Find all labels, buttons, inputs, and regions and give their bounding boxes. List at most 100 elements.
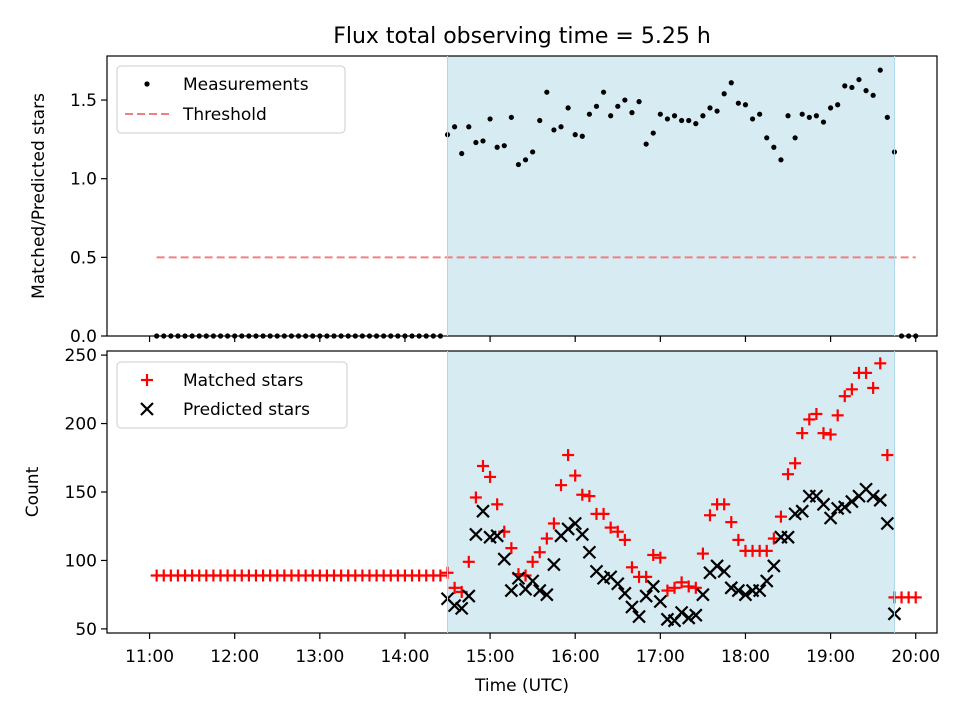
measurement-point (735, 100, 741, 106)
measurement-point (593, 103, 600, 109)
measurement-point (615, 103, 621, 109)
matched-stars-point (796, 427, 809, 440)
predicted-stars-point (511, 571, 526, 586)
x-tick-label: 20:00 (891, 647, 940, 667)
y-tick-label: 1.5 (70, 91, 97, 111)
predicted-stars-point (873, 493, 888, 507)
legend-predicted-label: Predicted stars (183, 400, 310, 420)
predicted-stars-point (476, 504, 490, 518)
predicted-stars-point (710, 559, 724, 573)
measurement-point (480, 138, 486, 144)
predicted-stars-point (759, 574, 774, 588)
measurement-point (792, 135, 798, 141)
predicted-stars-point (866, 489, 880, 503)
matched-stars-point (604, 521, 617, 534)
measurement-point (459, 150, 465, 157)
top-legend: Measurements Threshold (116, 65, 346, 134)
matched-stars-point (909, 591, 922, 604)
measurement-point (522, 157, 529, 163)
measurement-point (877, 67, 883, 73)
matched-stars-point (533, 546, 546, 559)
measurement-point (664, 116, 671, 122)
y-tick-label: 250 (65, 346, 97, 366)
measurement-point (764, 135, 770, 141)
matched-stars-point (689, 581, 702, 594)
matched-stars-point (555, 479, 568, 492)
top-panel-frame (106, 55, 938, 337)
matched-stars-point (654, 551, 667, 564)
matched-stars-point (448, 581, 461, 594)
matched-stars-point (718, 498, 731, 511)
predicted-stars-point (582, 545, 597, 560)
matched-stars-point (611, 525, 624, 538)
matched-stars-point (583, 490, 596, 503)
measurement-point (771, 144, 777, 150)
measurement-point (693, 121, 699, 127)
measurement-point (806, 114, 812, 120)
predicted-stars-point (575, 527, 590, 542)
matched-stars-point (562, 449, 575, 462)
measurement-point (778, 157, 784, 163)
predicted-stars-point (540, 587, 554, 602)
predicted-stars-point (454, 601, 469, 616)
y-tick-label: 0.0 (70, 327, 97, 347)
predicted-stars-point (845, 494, 859, 509)
measurement-point (799, 111, 805, 117)
matched-stars-point (767, 532, 780, 545)
top-panel-marks (154, 67, 919, 339)
measurement-point (608, 113, 614, 119)
predicted-stars-point (632, 609, 646, 624)
measurement-point (856, 76, 862, 83)
legend-threshold-label: Threshold (182, 105, 267, 125)
predicted-stars-point (525, 574, 540, 588)
measurement-point (572, 132, 578, 138)
predicted-stars-point (681, 611, 696, 625)
measurement-point (671, 113, 678, 119)
matched-stars-point (860, 366, 873, 379)
measurement-point (537, 117, 543, 124)
bottom-panel-x-ticks: 11:00 12:00 13:00 14:00 15:00 16:00 17:00 18:00… (125, 633, 940, 667)
matched-stars-point (484, 470, 497, 483)
matched-stars-point (597, 507, 610, 520)
predicted-stars-point (837, 500, 852, 514)
measurement-point (508, 114, 514, 120)
top-panel-y-ticks: 0.0 0.5 1.0 1.5 (70, 91, 107, 347)
measurement-point (558, 124, 564, 130)
measurement-point (863, 88, 869, 94)
predicted-stars-point (696, 587, 710, 602)
measurement-point (884, 114, 890, 120)
measurement-point (466, 124, 472, 130)
measurement-point (544, 89, 550, 95)
x-tick-label: 16:00 (551, 647, 600, 667)
predicted-stars-point (447, 598, 462, 613)
predicted-stars-point (610, 576, 625, 591)
predicted-stars-point (674, 605, 689, 620)
y-tick-label: 50 (75, 620, 97, 640)
matched-stars-point (462, 555, 475, 568)
predicted-stars-point (880, 516, 895, 531)
predicted-stars-point (490, 529, 504, 543)
x-tick-label: 13:00 (295, 647, 344, 667)
matched-stars-point (505, 542, 518, 555)
measurement-point (742, 102, 749, 108)
matched-stars-point (867, 381, 880, 394)
measurement-point (820, 119, 827, 125)
measurement-point (849, 84, 855, 91)
predicted-stars-point (795, 504, 809, 518)
y-tick-label: 0.5 (70, 248, 97, 268)
legend-measurement-marker (144, 81, 150, 87)
measurement-point (629, 110, 635, 116)
chart-title: Flux total observing time = 5.25 h (333, 24, 711, 49)
matched-stars-point (838, 390, 851, 403)
x-axis-label: Time (UTC) (474, 676, 569, 696)
bottom-panel-y-label: Count (23, 466, 43, 517)
measurement-point (643, 141, 649, 147)
matched-stars-point (874, 357, 887, 370)
predicted-stars-point (816, 497, 831, 512)
measurement-point (622, 97, 628, 103)
y-tick-label: 1.0 (70, 170, 97, 190)
predicted-stars-point (646, 579, 661, 594)
bottom-panel-marks (150, 357, 922, 628)
matched-stars-point (831, 409, 844, 422)
x-tick-label: 12:00 (210, 647, 259, 667)
